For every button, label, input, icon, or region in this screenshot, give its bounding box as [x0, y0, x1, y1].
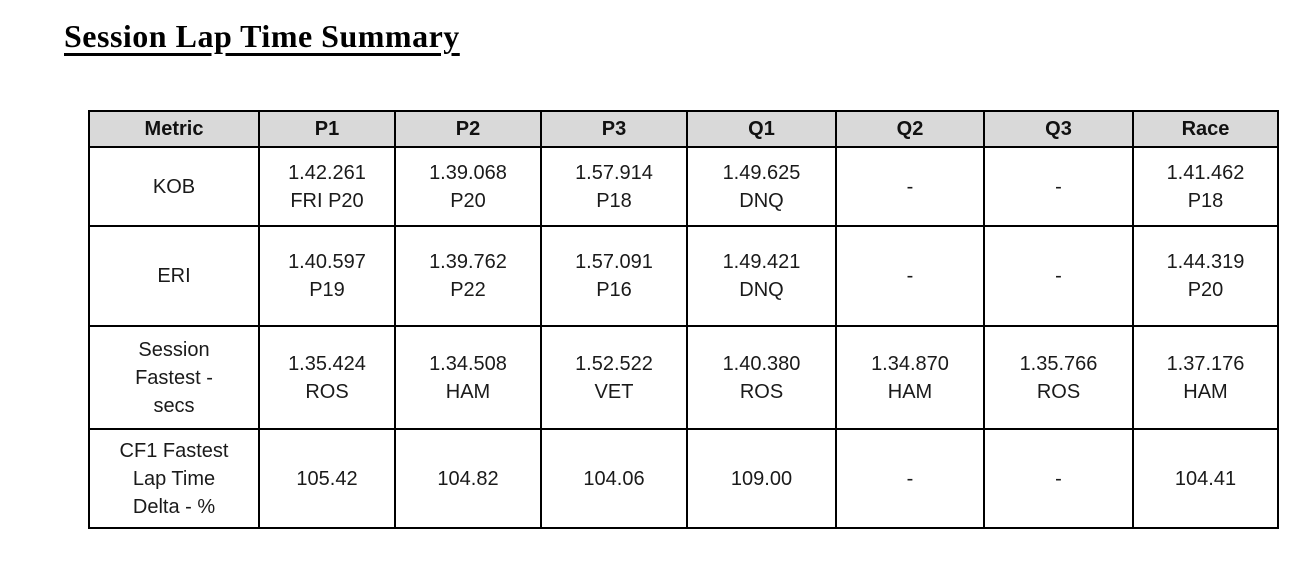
- lap-time: -: [1055, 175, 1062, 198]
- delta-value: 105.42: [296, 467, 358, 490]
- lap-note: DNQ: [739, 279, 784, 301]
- lap-time: 1.40.597: [288, 251, 366, 273]
- lap-time: -: [1055, 265, 1062, 287]
- data-cell: 104.82: [394, 428, 542, 529]
- page-title: Session Lap Time Summary: [64, 18, 460, 54]
- data-cell: 1.34.870 HAM: [835, 325, 985, 430]
- data-cell: 1.57.914 P18: [540, 146, 688, 227]
- lap-note: FRI P20: [290, 189, 364, 212]
- delta-value: 104.41: [1174, 467, 1237, 490]
- delta-value: -: [906, 467, 914, 490]
- lap-time: 1.39.762: [429, 251, 507, 273]
- delta-value: 109.00: [730, 467, 793, 490]
- data-cell: 104.41: [1132, 428, 1279, 529]
- lap-note: P22: [450, 279, 486, 301]
- table-row-kob: KOB 1.42.261 FRI P20 1.39.068 P20 1.57.9…: [88, 146, 1279, 227]
- data-cell: -: [835, 146, 985, 227]
- data-cell: -: [835, 225, 985, 327]
- lap-time: 1.41.462: [1166, 161, 1245, 184]
- lap-time: 1.35.424: [288, 352, 366, 375]
- lap-time: 1.44.319: [1166, 251, 1245, 273]
- driver-code: HAM: [1183, 380, 1228, 403]
- col-header-p2: P2: [394, 110, 542, 148]
- driver-code: HAM: [887, 380, 933, 403]
- lap-time: 1.49.625: [722, 161, 801, 184]
- header-row: Metric P1 P2 P3 Q1 Q2 Q3 Race: [88, 110, 1279, 148]
- data-cell: 1.49.421 DNQ: [686, 225, 837, 327]
- data-cell: 1.39.762 P22: [394, 225, 542, 327]
- table-row-eri: ERI 1.40.597 P19 1.39.762 P22 1.57.091 P…: [88, 225, 1279, 327]
- lap-time: 1.40.380: [722, 352, 801, 375]
- data-cell: 1.40.597 P19: [258, 225, 396, 327]
- data-cell: 1.44.319 P20: [1132, 225, 1279, 327]
- data-cell: -: [835, 428, 985, 529]
- delta-value: 104.82: [437, 467, 499, 490]
- delta-value: 104.06: [583, 467, 645, 490]
- col-header-q1: Q1: [686, 110, 837, 148]
- lap-time: -: [906, 175, 914, 198]
- lap-time: 1.57.914: [575, 161, 653, 184]
- data-cell: -: [983, 146, 1134, 227]
- session-lap-time-table: Metric P1 P2 P3 Q1 Q2 Q3 Race KOB 1.42.2…: [88, 110, 1279, 529]
- col-header-p1: P1: [258, 110, 396, 148]
- lap-time: 1.35.766: [1019, 352, 1098, 375]
- table-row-session-fastest: Session Fastest - secs 1.35.424 ROS 1.34…: [88, 325, 1279, 430]
- lap-time: 1.39.068: [429, 161, 507, 184]
- delta-value: -: [1055, 467, 1062, 490]
- lap-time: 1.49.421: [722, 251, 801, 273]
- data-cell: 1.52.522 VET: [540, 325, 688, 430]
- metric-label: ERI: [88, 225, 260, 327]
- lap-note: P19: [309, 279, 345, 301]
- lap-note: P16: [596, 279, 632, 301]
- lap-note: P20: [1187, 279, 1224, 301]
- data-cell: 1.40.380 ROS: [686, 325, 837, 430]
- data-cell: 105.42: [258, 428, 396, 529]
- data-cell: 1.37.176 HAM: [1132, 325, 1279, 430]
- col-header-metric: Metric: [88, 110, 260, 148]
- lap-note: P20: [450, 189, 486, 212]
- lap-time: 1.37.176: [1166, 352, 1245, 375]
- driver-code: ROS: [305, 380, 349, 403]
- col-header-p3: P3: [540, 110, 688, 148]
- metric-label: CF1 Fastest Lap Time Delta - %: [88, 428, 260, 529]
- data-cell: 109.00: [686, 428, 837, 529]
- table-row-cf1-delta: CF1 Fastest Lap Time Delta - % 105.42 10…: [88, 428, 1279, 529]
- driver-code: HAM: [445, 380, 491, 403]
- data-cell: 1.34.508 HAM: [394, 325, 542, 430]
- lap-note: P18: [1187, 189, 1224, 212]
- lap-time: 1.42.261: [288, 161, 366, 184]
- col-header-q3: Q3: [983, 110, 1134, 148]
- lap-time: 1.34.870: [871, 352, 949, 375]
- metric-label: Session Fastest - secs: [88, 325, 260, 430]
- data-cell: 1.39.068 P20: [394, 146, 542, 227]
- col-header-race: Race: [1132, 110, 1279, 148]
- data-cell: 1.42.261 FRI P20: [258, 146, 396, 227]
- data-cell: 104.06: [540, 428, 688, 529]
- data-cell: -: [983, 225, 1134, 327]
- driver-code: VET: [594, 380, 634, 403]
- data-cell: 1.57.091 P16: [540, 225, 688, 327]
- col-header-q2: Q2: [835, 110, 985, 148]
- lap-time: 1.34.508: [429, 352, 507, 375]
- lap-note: P18: [596, 189, 632, 212]
- driver-code: ROS: [1036, 380, 1081, 403]
- lap-note: DNQ: [739, 189, 784, 212]
- lap-time: -: [906, 265, 914, 287]
- lap-time: 1.57.091: [575, 251, 653, 273]
- data-cell: 1.35.424 ROS: [258, 325, 396, 430]
- data-cell: -: [983, 428, 1134, 529]
- lap-time: 1.52.522: [575, 352, 653, 375]
- driver-code: ROS: [739, 380, 784, 403]
- metric-label: KOB: [88, 146, 260, 227]
- data-cell: 1.49.625 DNQ: [686, 146, 837, 227]
- data-cell: 1.41.462 P18: [1132, 146, 1279, 227]
- data-cell: 1.35.766 ROS: [983, 325, 1134, 430]
